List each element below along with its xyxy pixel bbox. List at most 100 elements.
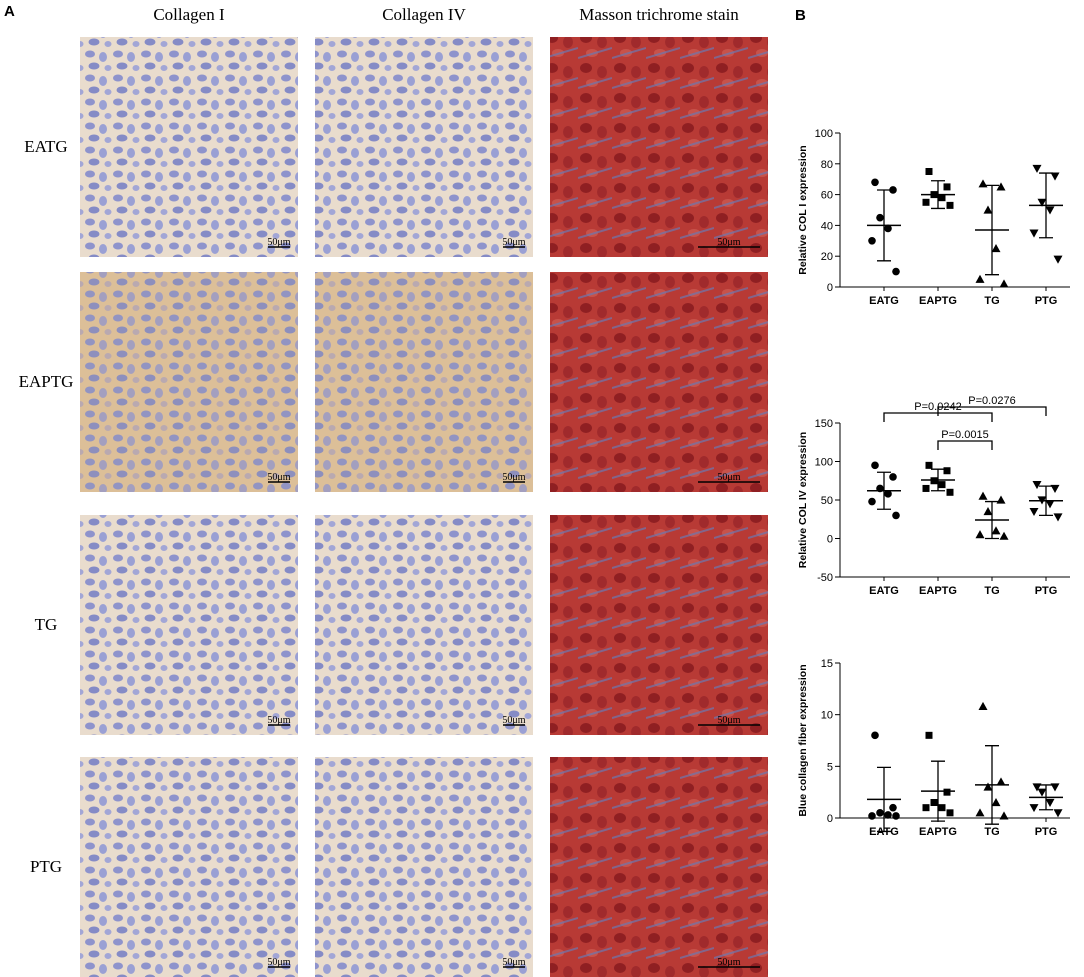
micrograph [80, 757, 298, 977]
significance-bracket [937, 440, 993, 450]
data-point [930, 799, 938, 806]
x-tick-label: PTG [1035, 826, 1058, 838]
data-point [938, 481, 946, 489]
x-tick-label: EATG [869, 585, 899, 597]
data-point [1053, 255, 1063, 264]
micrograph [550, 757, 768, 977]
data-point [922, 484, 930, 492]
data-point [1037, 788, 1047, 797]
scale-bar-label: 50μm [502, 715, 525, 726]
data-point [925, 461, 933, 469]
x-tick-label: TG [984, 585, 999, 597]
data-point [983, 205, 993, 214]
data-point [991, 798, 1001, 807]
x-tick-label: PTG [1035, 295, 1058, 307]
micrograph [80, 272, 298, 492]
micrograph [550, 37, 768, 257]
data-point [946, 809, 954, 817]
y-tick-label: 40 [821, 220, 833, 232]
x-tick-label: EAPTG [919, 826, 957, 838]
data-point [943, 467, 951, 475]
y-tick-label: 0 [827, 282, 833, 294]
y-tick-label: 0 [827, 534, 833, 546]
data-point [922, 804, 930, 812]
data-point [1053, 513, 1063, 522]
column-header: Collagen I [153, 5, 225, 24]
data-point [1029, 507, 1039, 517]
y-tick-label: -50 [817, 572, 833, 584]
scale-bar-label: 50μm [717, 957, 740, 968]
data-point [925, 168, 933, 175]
scale-bar-label: 50μm [267, 957, 290, 968]
x-tick-label: EAPTG [919, 295, 957, 307]
y-tick-label: 100 [815, 457, 833, 469]
column-header: Masson trichrome stain [579, 5, 739, 24]
x-tick-label: TG [984, 826, 999, 838]
row-label: EATG [24, 137, 67, 156]
y-axis-label: Relative COL IV expression [797, 432, 809, 568]
data-point [996, 495, 1006, 504]
row-label: EAPTG [19, 372, 74, 391]
data-point [999, 811, 1009, 820]
data-point [1050, 172, 1060, 181]
data-point [876, 809, 884, 817]
x-tick-label: TG [984, 295, 999, 307]
data-point [983, 782, 993, 791]
data-point [892, 812, 900, 820]
data-point [871, 731, 879, 740]
y-tick-label: 100 [815, 128, 833, 140]
data-point [1029, 804, 1039, 813]
data-point [871, 461, 879, 470]
y-tick-label: 60 [821, 190, 833, 202]
data-point [991, 244, 1001, 253]
row-label: TG [35, 615, 58, 634]
data-point [1050, 484, 1060, 493]
micrograph [315, 757, 533, 977]
y-tick-label: 15 [821, 658, 833, 670]
micrograph [550, 272, 768, 492]
scale-bar-label: 50μm [717, 715, 740, 726]
y-tick-label: 50 [821, 495, 833, 507]
scale-bar-label: 50μm [502, 957, 525, 968]
data-point [975, 530, 985, 539]
data-point [938, 804, 946, 812]
data-point [996, 777, 1006, 786]
micrograph [550, 515, 768, 735]
data-point [1029, 229, 1039, 238]
y-tick-label: 0 [827, 813, 833, 825]
p-value: P=0.0276 [968, 395, 1015, 407]
data-point [1045, 798, 1055, 807]
row-label: PTG [30, 857, 62, 876]
y-tick-label: 150 [815, 418, 833, 430]
scale-bar-label: 50μm [502, 472, 525, 483]
data-point [925, 731, 933, 739]
data-point [868, 237, 876, 245]
data-point [892, 511, 900, 520]
scale-bar-label: 50μm [717, 237, 740, 248]
data-point [946, 488, 954, 496]
data-point [978, 179, 988, 188]
panel-label: B [795, 7, 806, 24]
y-axis-label: Relative COL I expression [797, 145, 809, 274]
data-point [983, 507, 993, 516]
p-value: P=0.0242 [914, 401, 961, 413]
micrograph [80, 37, 298, 257]
data-point [975, 808, 985, 817]
micrograph [315, 272, 533, 492]
scale-bar-label: 50μm [267, 237, 290, 248]
data-point [876, 213, 884, 222]
micrograph [315, 515, 533, 735]
scale-bar-label: 50μm [717, 472, 740, 483]
data-point [871, 178, 879, 187]
data-point [938, 194, 946, 202]
data-point [868, 812, 876, 820]
data-point [975, 274, 985, 283]
data-point [922, 198, 930, 206]
y-tick-label: 5 [827, 761, 833, 773]
data-point [1032, 481, 1042, 490]
scale-bar-label: 50μm [267, 715, 290, 726]
scale-bar-label: 50μm [267, 472, 290, 483]
x-tick-label: PTG [1035, 585, 1058, 597]
data-point [884, 811, 892, 819]
